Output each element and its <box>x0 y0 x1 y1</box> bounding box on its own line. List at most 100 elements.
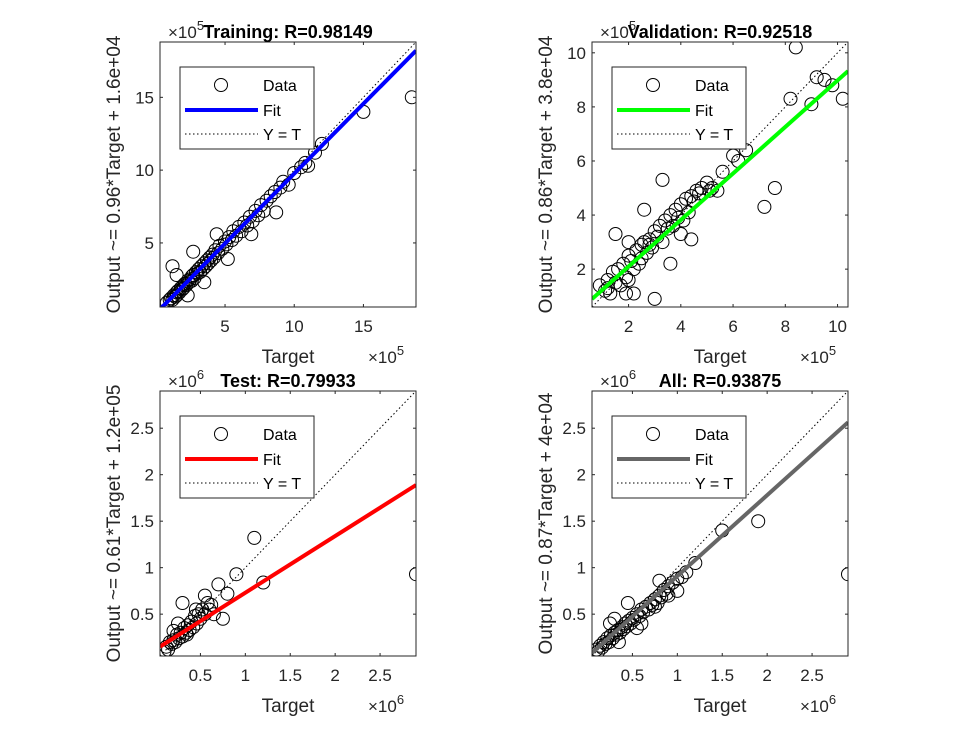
legend-label-fit: Fit <box>695 103 713 120</box>
y-axis-label: Output ~= 0.86*Target + 3.8e+04 <box>536 35 557 313</box>
y-tick-label: 0.5 <box>562 605 586 624</box>
x-tick-label: 4 <box>676 317 685 336</box>
data-point <box>663 208 678 223</box>
data-point <box>206 607 221 622</box>
x-axis-label: Target <box>262 696 316 717</box>
chart-panel: 5 10 15 5 10 15 ×105 ×105 Target Output ~= 0.96*T… <box>104 18 417 368</box>
fit-line <box>592 420 848 655</box>
legend-label-data: Data <box>695 78 729 95</box>
data-point <box>202 250 217 265</box>
data-point <box>788 42 803 55</box>
data-point <box>629 621 644 636</box>
data-point <box>200 596 215 610</box>
data-point <box>219 237 234 252</box>
x-axis-label: Target <box>694 347 748 368</box>
plot-content <box>592 42 848 307</box>
data-point <box>188 602 203 617</box>
x-tick-label: 15 <box>354 317 373 336</box>
data-point <box>180 288 195 303</box>
data-point <box>629 243 644 258</box>
y-tick-label: 6 <box>577 152 586 171</box>
data-point <box>269 205 284 220</box>
legend-marker-data <box>214 427 228 441</box>
x-axis-label: Target <box>262 347 316 368</box>
data-point <box>212 238 227 253</box>
y-axis-label: Output ~= 0.96*Target + 1.6e+04 <box>104 35 125 313</box>
y-tick-label: 0.5 <box>130 605 154 624</box>
y-axis-label: Output ~= 0.61*Target + 1.2e+05 <box>104 385 125 663</box>
data-point <box>663 256 678 271</box>
data-point <box>267 185 282 199</box>
legend-label-data: Data <box>263 78 297 95</box>
data-point <box>673 227 688 241</box>
data-point <box>603 616 617 631</box>
chart-panel: 0.5 1 1.5 2 2.5 0.5 1 1.5 2 2.5 ×106 ×106 Target Outp… <box>104 367 417 717</box>
data-point <box>247 530 262 545</box>
data-point <box>673 197 688 212</box>
legend: Data Fit Y = T <box>611 415 747 499</box>
x-tick-label: 2 <box>762 666 771 685</box>
data-point <box>783 91 798 106</box>
data-point <box>201 256 216 271</box>
data-point <box>817 72 832 87</box>
data-point <box>670 583 685 598</box>
data-point <box>620 596 635 610</box>
x-tick-label: 10 <box>828 317 847 336</box>
data-point <box>658 213 673 228</box>
legend-marker-data <box>646 427 660 441</box>
chart-title: Validation: R=0.92518 <box>628 22 813 42</box>
data-point <box>220 252 235 266</box>
data-point <box>242 209 257 224</box>
data-point <box>263 189 278 204</box>
data-point <box>171 616 185 631</box>
x-tick-label: 6 <box>728 317 737 336</box>
identity-line <box>160 391 416 656</box>
data-point <box>655 172 670 187</box>
legend-label-identity: Y = T <box>263 476 301 493</box>
data-point <box>699 175 714 190</box>
x-tick-label: 1 <box>673 666 682 685</box>
data-point <box>294 160 309 175</box>
data-point <box>608 227 623 241</box>
data-point <box>180 273 195 288</box>
data-point <box>639 245 654 260</box>
data-point <box>647 291 662 306</box>
axes-box <box>159 390 417 657</box>
data-point <box>661 588 676 603</box>
x-tick-label: 2 <box>624 317 633 336</box>
y-multiplier: ×105 <box>168 18 204 42</box>
y-axis-label: Output ~= 0.87*Target + 4e+04 <box>536 392 557 654</box>
y-tick-label: 4 <box>577 206 586 225</box>
data-point <box>197 275 212 290</box>
data-point <box>825 78 840 93</box>
data-point <box>259 193 274 208</box>
data-point <box>637 202 652 217</box>
y-multiplier: ×106 <box>168 367 204 391</box>
data-point <box>611 635 626 650</box>
data-point <box>607 611 622 626</box>
x-tick-label: 10 <box>285 317 304 336</box>
y-multiplier: ×105 <box>600 18 636 42</box>
x-tick-label: 2.5 <box>800 666 824 685</box>
legend-label-data: Data <box>695 427 729 444</box>
x-tick-label: 0.5 <box>621 666 645 685</box>
data-point <box>220 586 235 601</box>
data-point <box>642 237 657 252</box>
axes-box <box>591 390 849 657</box>
data-point <box>634 616 649 631</box>
data-point <box>404 90 416 105</box>
data-point <box>169 268 184 282</box>
data-point <box>308 145 322 160</box>
x-tick-label: 2.5 <box>368 666 392 685</box>
data-point <box>668 202 683 217</box>
x-tick-label: 8 <box>781 317 790 336</box>
data-point <box>621 235 636 250</box>
data-point <box>244 227 259 242</box>
data-point <box>208 243 223 258</box>
data-point <box>198 259 213 274</box>
legend: Data Fit Y = T <box>611 66 747 150</box>
x-multiplier: ×106 <box>800 692 836 716</box>
legend-label-fit: Fit <box>263 452 281 469</box>
data-point <box>209 227 224 242</box>
